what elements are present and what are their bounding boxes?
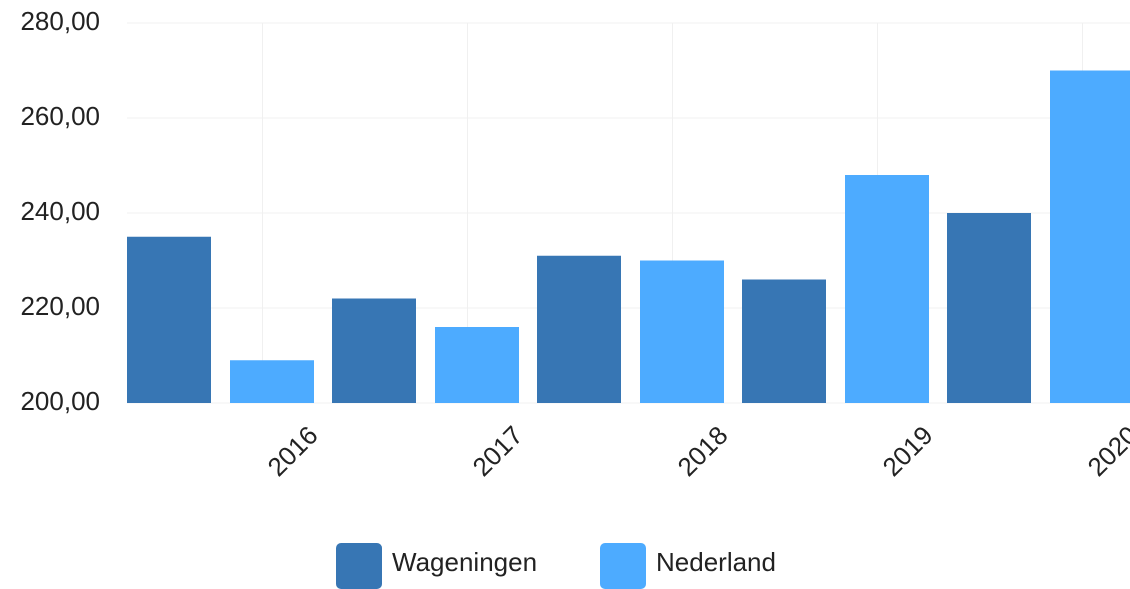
y-tick-label: 260,00: [20, 101, 100, 131]
bar: [435, 327, 519, 403]
bar: [742, 279, 826, 403]
y-tick-label: 200,00: [20, 386, 100, 416]
bar: [845, 175, 929, 403]
x-tick-label: 2019: [876, 420, 938, 482]
bar: [1050, 70, 1130, 403]
x-tick-label: 2020: [1081, 420, 1130, 482]
bar: [947, 213, 1031, 403]
legend-swatch: [600, 543, 646, 589]
y-tick-label: 280,00: [20, 6, 100, 36]
legend-label: Wageningen: [392, 547, 537, 577]
x-tick-label: 2017: [466, 420, 528, 482]
bar: [230, 360, 314, 403]
bar: [332, 298, 416, 403]
x-tick-label: 2018: [671, 420, 733, 482]
y-tick-label: 240,00: [20, 196, 100, 226]
bar: [537, 255, 621, 403]
bar: [640, 260, 724, 403]
x-tick-label: 2016: [261, 420, 323, 482]
legend-label: Nederland: [656, 547, 776, 577]
bar: [127, 236, 211, 403]
y-tick-label: 220,00: [20, 291, 100, 321]
legend-swatch: [336, 543, 382, 589]
